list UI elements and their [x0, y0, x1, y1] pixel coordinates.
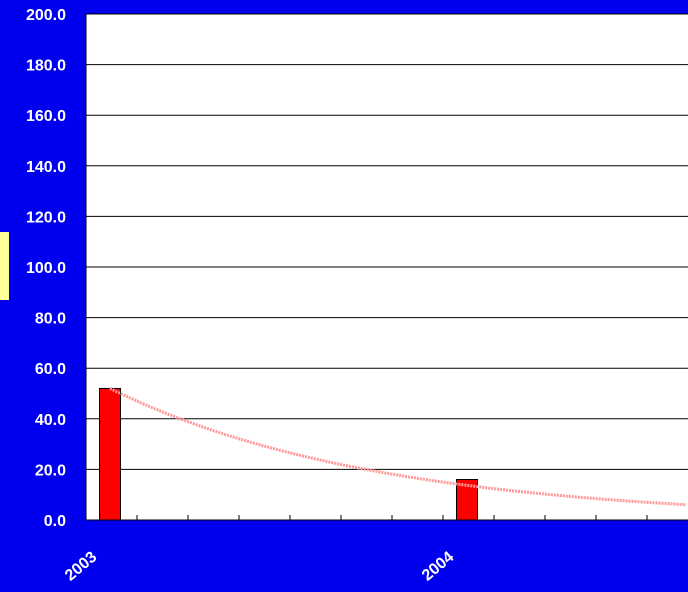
y-tick-label: 160.0: [26, 108, 66, 125]
trendline: [109, 387, 687, 507]
y-tick-label: 0.0: [44, 513, 66, 530]
y-tick-label: 20.0: [35, 462, 66, 479]
y-tick-label: 180.0: [26, 58, 66, 75]
y-tick-label: 60.0: [35, 361, 66, 378]
x-tick-label: 2004: [419, 549, 457, 585]
side-marker: [0, 232, 9, 300]
y-tick-label: 80.0: [35, 311, 66, 328]
y-tick-label: 140.0: [26, 159, 66, 176]
x-tick-label: 2003: [62, 549, 100, 585]
y-tick-label: 200.0: [26, 7, 66, 24]
bar-2004: [456, 479, 478, 521]
y-tick-label: 100.0: [26, 260, 66, 277]
bar-2003: [99, 387, 121, 521]
y-tick-label: 40.0: [35, 412, 66, 429]
y-tick-label: 120.0: [26, 209, 66, 226]
